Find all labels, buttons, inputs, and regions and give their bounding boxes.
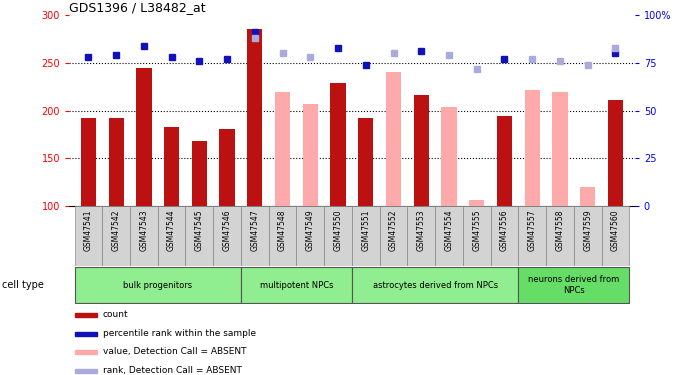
- Bar: [75, 332, 97, 336]
- Bar: [241, 206, 268, 266]
- Text: GSM47548: GSM47548: [278, 209, 287, 251]
- Text: GSM47550: GSM47550: [333, 209, 342, 251]
- Bar: [75, 206, 102, 266]
- Bar: [275, 92, 290, 206]
- Text: GSM47557: GSM47557: [528, 209, 537, 251]
- Bar: [608, 100, 623, 206]
- Text: value, Detection Call = ABSENT: value, Detection Call = ABSENT: [103, 347, 246, 356]
- Bar: [75, 313, 97, 317]
- Text: GSM47546: GSM47546: [223, 209, 232, 251]
- Text: GSM47551: GSM47551: [362, 209, 371, 251]
- Bar: [497, 116, 512, 206]
- Text: GSM47558: GSM47558: [555, 209, 564, 251]
- Text: percentile rank within the sample: percentile rank within the sample: [103, 329, 256, 338]
- Text: bulk progenitors: bulk progenitors: [124, 280, 193, 290]
- Text: GDS1396 / L38482_at: GDS1396 / L38482_at: [69, 1, 206, 14]
- Bar: [358, 118, 373, 206]
- Text: astrocytes derived from NPCs: astrocytes derived from NPCs: [373, 280, 497, 290]
- Bar: [463, 206, 491, 266]
- Text: count: count: [103, 310, 128, 319]
- Bar: [386, 72, 401, 206]
- Text: GSM47547: GSM47547: [250, 209, 259, 251]
- Bar: [213, 206, 241, 266]
- Bar: [108, 118, 124, 206]
- Bar: [81, 118, 96, 206]
- Bar: [303, 104, 318, 206]
- Text: cell type: cell type: [2, 280, 44, 290]
- Bar: [158, 206, 186, 266]
- Text: GSM47554: GSM47554: [444, 209, 453, 251]
- Text: GSM47542: GSM47542: [112, 209, 121, 251]
- Bar: [241, 267, 352, 303]
- Text: GSM47556: GSM47556: [500, 209, 509, 251]
- Bar: [324, 206, 352, 266]
- Bar: [164, 127, 179, 206]
- Text: GSM47552: GSM47552: [389, 209, 398, 251]
- Text: GSM47553: GSM47553: [417, 209, 426, 251]
- Text: GSM47555: GSM47555: [472, 209, 481, 251]
- Text: GSM47559: GSM47559: [583, 209, 592, 251]
- Text: multipotent NPCs: multipotent NPCs: [259, 280, 333, 290]
- Bar: [186, 206, 213, 266]
- Bar: [491, 206, 518, 266]
- Bar: [352, 206, 380, 266]
- Text: GSM47545: GSM47545: [195, 209, 204, 251]
- Bar: [435, 206, 463, 266]
- Text: rank, Detection Call = ABSENT: rank, Detection Call = ABSENT: [103, 366, 242, 375]
- Text: GSM47549: GSM47549: [306, 209, 315, 251]
- Text: neurons derived from
NPCs: neurons derived from NPCs: [528, 275, 620, 295]
- Bar: [380, 206, 407, 266]
- Bar: [552, 92, 568, 206]
- Bar: [413, 95, 429, 206]
- Bar: [546, 206, 574, 266]
- Bar: [136, 68, 152, 206]
- Bar: [518, 206, 546, 266]
- Bar: [75, 369, 97, 373]
- Bar: [219, 129, 235, 206]
- Bar: [407, 206, 435, 266]
- Bar: [130, 206, 158, 266]
- Bar: [574, 206, 602, 266]
- Bar: [75, 267, 241, 303]
- Bar: [442, 107, 457, 206]
- Bar: [518, 267, 629, 303]
- Bar: [268, 206, 297, 266]
- Text: GSM47544: GSM47544: [167, 209, 176, 251]
- Bar: [469, 200, 484, 206]
- Bar: [352, 267, 518, 303]
- Text: GSM47560: GSM47560: [611, 209, 620, 251]
- Bar: [602, 206, 629, 266]
- Text: GSM47541: GSM47541: [84, 209, 93, 251]
- Bar: [75, 350, 97, 354]
- Bar: [192, 141, 207, 206]
- Bar: [580, 187, 595, 206]
- Text: GSM47543: GSM47543: [139, 209, 148, 251]
- Bar: [247, 29, 262, 206]
- Bar: [524, 90, 540, 206]
- Bar: [331, 83, 346, 206]
- Bar: [297, 206, 324, 266]
- Bar: [102, 206, 130, 266]
